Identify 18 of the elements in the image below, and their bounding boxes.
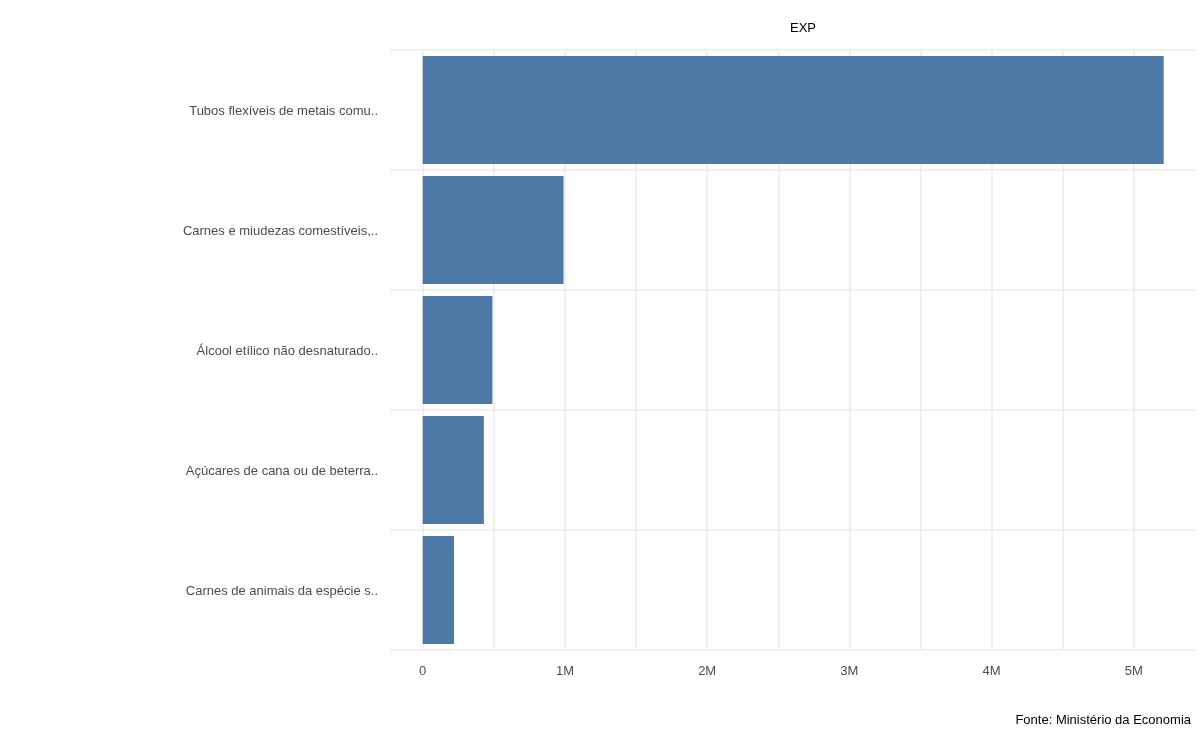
source-note: Fonte: Ministério da Economia bbox=[1015, 712, 1192, 727]
y-tick-label: Carnes e miudezas comestíveis,.. bbox=[182, 222, 378, 238]
chart-title: EXP bbox=[789, 20, 817, 35]
x-tick-label: 4M bbox=[982, 663, 1001, 678]
y-tick-label: Tubos flexíveis de metais comu.. bbox=[189, 102, 378, 118]
x-tick-label: 5M bbox=[1124, 663, 1143, 678]
y-tick-label: Açúcares de cana ou de beterra.. bbox=[185, 462, 378, 478]
bar bbox=[422, 56, 1164, 164]
bar bbox=[422, 296, 493, 404]
bar bbox=[422, 536, 454, 644]
y-tick-label: Carnes de animais da espécie s.. bbox=[185, 582, 378, 598]
x-tick-label: 3M bbox=[840, 663, 859, 678]
x-tick-label: 0 bbox=[419, 663, 427, 678]
y-tick-label: Álcool etílico não desnaturado.. bbox=[196, 342, 378, 358]
x-tick-label: 2M bbox=[698, 663, 717, 678]
bar bbox=[422, 416, 484, 524]
bar bbox=[422, 176, 564, 284]
x-tick-label: 1M bbox=[555, 663, 574, 678]
